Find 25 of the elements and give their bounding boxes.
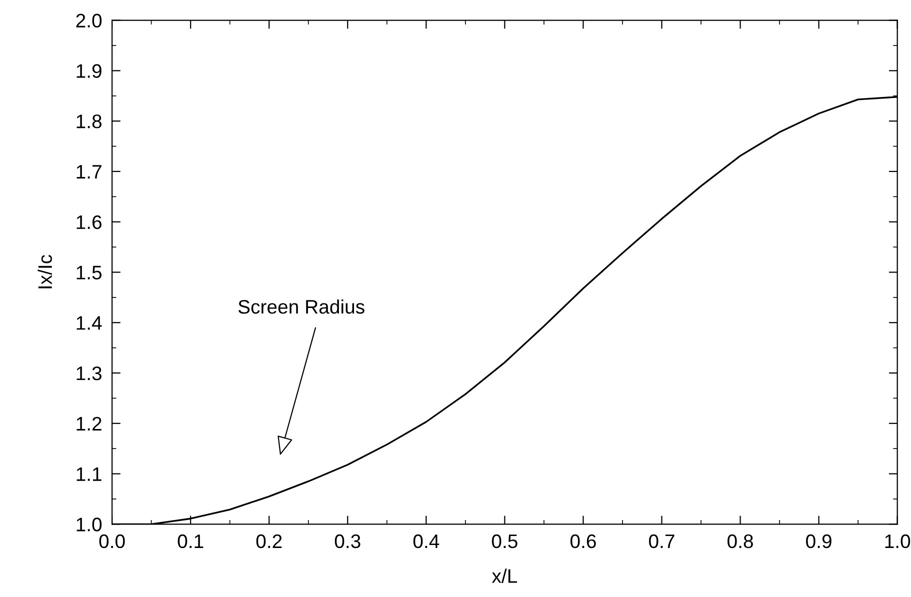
x-tick-label: 0.5 xyxy=(492,534,518,548)
y-tick-label: 1.0 xyxy=(76,518,102,532)
y-tick-label: 1.4 xyxy=(76,316,102,330)
x-tick-label: 0.9 xyxy=(806,534,832,548)
x-tick-label: 1.0 xyxy=(885,534,910,548)
y-tick-label: 1.2 xyxy=(76,416,102,430)
x-axis-title: x/L xyxy=(492,568,518,583)
x-tick-label: 0.7 xyxy=(648,534,674,548)
x-tick-label: 0.3 xyxy=(334,534,360,548)
y-tick-label: 1.1 xyxy=(76,467,102,481)
y-tick-label: 1.5 xyxy=(76,266,102,280)
x-tick-label: 0.2 xyxy=(256,534,282,548)
x-tick-label: 0.4 xyxy=(413,534,440,548)
x-tick-label: 0.0 xyxy=(99,534,125,548)
y-axis-title: Ix/Ic xyxy=(38,254,52,288)
y-tick-label: 1.9 xyxy=(76,64,102,78)
y-tick-label: 1.3 xyxy=(76,366,102,380)
x-tick-label: 0.8 xyxy=(728,534,753,548)
y-tick-label: 2.0 xyxy=(76,14,102,28)
x-tick-label: 0.6 xyxy=(570,534,596,548)
y-tick-label: 1.8 xyxy=(76,114,102,128)
y-tick-label: 1.6 xyxy=(76,215,102,230)
x-tick-label: 0.1 xyxy=(178,534,204,548)
y-tick-label: 1.7 xyxy=(76,165,102,179)
annotation: Screen Radius xyxy=(238,299,364,314)
